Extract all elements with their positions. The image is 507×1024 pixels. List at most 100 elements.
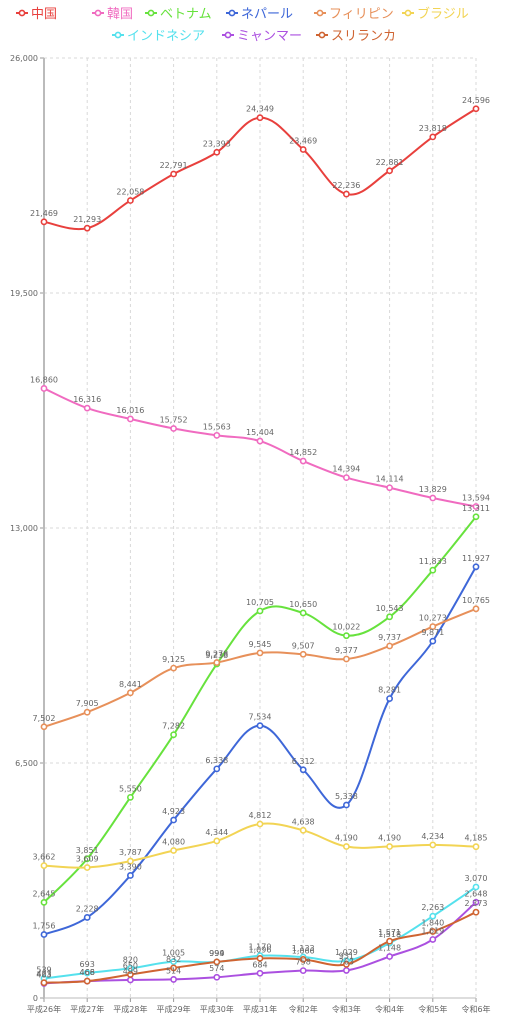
data-label: 403: [36, 970, 51, 979]
data-label: 4,638: [292, 817, 315, 826]
data-point: [83, 969, 91, 977]
data-label: 9,507: [292, 641, 315, 650]
legend-item: 韓国: [92, 7, 133, 22]
legend-item: 中国: [16, 7, 57, 22]
data-label: 10,765: [462, 596, 490, 605]
data-label: 994: [209, 949, 224, 958]
data-label: 2,263: [421, 903, 444, 912]
data-point: [299, 956, 307, 963]
series-5: [40, 820, 480, 871]
data-point: [40, 862, 48, 870]
series-0: [40, 105, 480, 232]
data-label: 21,469: [30, 209, 58, 218]
data-point: [83, 224, 91, 232]
data-point: [429, 928, 437, 935]
data-point: [342, 474, 350, 482]
legend-swatch-marker: [316, 9, 324, 17]
data-label: 9,545: [249, 640, 272, 649]
axes: 06,50013,00019,50026,000平成26年 平成27年 平成28年平…: [10, 54, 491, 1014]
legend-swatch-marker: [18, 9, 26, 17]
data-label: 9,238: [205, 651, 228, 660]
data-point: [299, 826, 307, 834]
data-label: 4,080: [162, 837, 185, 846]
data-label: 23,393: [203, 139, 231, 148]
data-point: [40, 723, 48, 731]
data-label: 13,594: [462, 494, 490, 503]
data-label: 9,871: [421, 628, 444, 637]
data-label: 466: [80, 968, 95, 977]
data-label: 6,338: [205, 756, 228, 765]
data-label: 22,236: [332, 181, 360, 190]
data-label: 539: [36, 966, 51, 975]
legend-swatch-marker: [94, 9, 102, 17]
data-point: [342, 655, 350, 663]
x-tick-label: 令和4年: [375, 1004, 404, 1014]
data-label: 22,881: [376, 158, 404, 167]
legend-label: 韓国: [107, 7, 133, 22]
data-point: [126, 197, 134, 204]
data-label: 16,016: [116, 406, 144, 415]
x-tick-label: 平成28年: [113, 1004, 147, 1014]
data-point: [472, 563, 480, 571]
data-label: 3,662: [33, 853, 56, 862]
data-label: 7,534: [249, 713, 272, 722]
data-point: [342, 801, 350, 809]
x-tick-label: 平成30年: [200, 1004, 234, 1014]
legend-label: ミャンマー: [237, 29, 302, 44]
data-point: [256, 437, 264, 445]
y-tick-label: 19,500: [10, 289, 38, 298]
data-point: [170, 976, 177, 983]
data-label: 8,281: [378, 686, 401, 695]
data-point: [170, 664, 177, 672]
data-label: 23,469: [289, 137, 317, 146]
data-label: 9,737: [378, 633, 401, 642]
data-point: [472, 898, 480, 906]
data-label: 1,148: [378, 943, 401, 952]
data-label: 3,787: [119, 848, 142, 857]
legend-item: ブラジル: [402, 6, 469, 22]
data-point: [342, 960, 350, 968]
data-label: 4,234: [421, 832, 444, 841]
data-point: [83, 708, 91, 716]
data-point: [256, 820, 264, 828]
data-point: [299, 967, 307, 974]
data-label: 2,373: [465, 899, 488, 908]
data-label: 14,852: [289, 448, 317, 457]
data-label: 4,185: [465, 834, 488, 843]
data-label: 1,840: [421, 918, 444, 927]
legend-label: インドネシア: [127, 29, 205, 44]
data-point: [40, 218, 48, 226]
data-label: 3,390: [119, 862, 142, 871]
y-tick-label: 13,000: [10, 524, 38, 533]
legend-swatch-marker: [228, 9, 236, 17]
data-point: [170, 958, 177, 966]
data-point: [126, 857, 134, 865]
data-point: [126, 964, 134, 972]
data-label: 7,502: [33, 714, 56, 723]
data-point: [386, 642, 393, 650]
data-label: 650: [123, 962, 138, 971]
data-label: 758: [296, 958, 311, 967]
series-line: [43, 566, 477, 936]
series-8: [40, 908, 480, 987]
data-label: 1,096: [249, 945, 272, 954]
series-2: [40, 513, 480, 906]
data-point: [472, 105, 480, 113]
data-point: [170, 170, 177, 178]
data-point: [342, 967, 350, 974]
data-label: 24,349: [246, 105, 274, 114]
data-label: 999: [209, 949, 224, 958]
data-label: 14,114: [376, 475, 404, 484]
data-point: [386, 953, 393, 960]
legend-label: ブラジル: [417, 6, 469, 22]
data-point: [126, 971, 134, 978]
data-label: 9,125: [162, 655, 185, 664]
data-point: [170, 847, 177, 854]
data-label: 21,293: [73, 215, 101, 224]
data-point: [256, 722, 264, 730]
series-4: [40, 605, 480, 731]
data-label: 10,273: [419, 614, 447, 623]
data-label: 1,619: [421, 926, 444, 935]
y-tick-label: 6,500: [15, 759, 38, 768]
y-tick-label: 0: [33, 994, 38, 1003]
